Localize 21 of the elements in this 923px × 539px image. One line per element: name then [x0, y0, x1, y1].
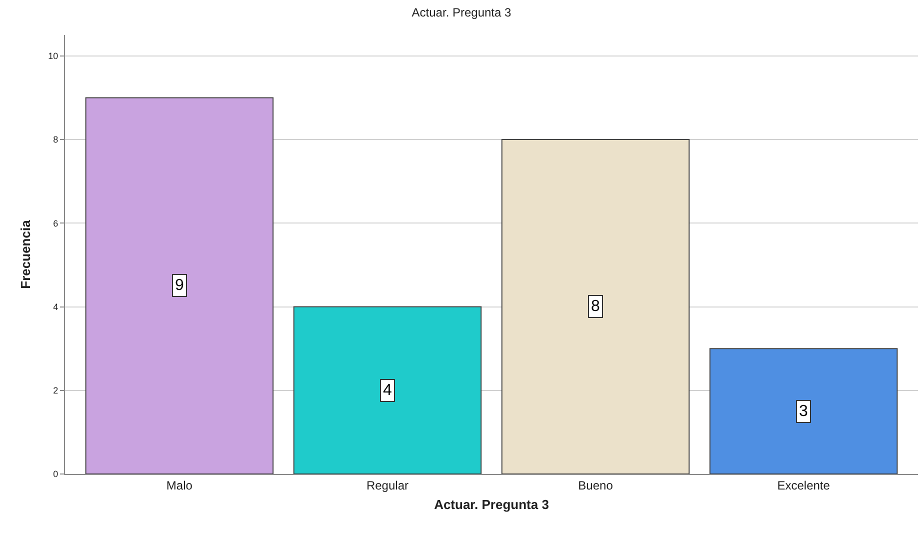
data-label: 8 [591, 298, 600, 315]
bar [85, 97, 274, 474]
chart-title: Actuar. Pregunta 3 [412, 5, 512, 20]
y-tick-label: 6 [53, 218, 58, 228]
y-axis-title: Frecuencia [18, 219, 34, 289]
bar [709, 348, 898, 474]
bar [293, 306, 482, 474]
y-tick-label: 8 [53, 134, 58, 145]
x-tick-label: Malo [166, 478, 193, 492]
y-tick-label: 4 [53, 302, 58, 312]
x-axis-title: Actuar. Pregunta 3 [434, 497, 549, 512]
bar [501, 139, 690, 474]
data-label: 4 [383, 382, 392, 399]
y-tick-label: 0 [53, 469, 58, 480]
y-tick-label: 10 [48, 51, 58, 62]
y-tick-label: 2 [53, 386, 58, 396]
x-tick-label: Regular [366, 478, 408, 492]
data-label: 3 [799, 403, 808, 420]
data-label: 9 [175, 277, 184, 294]
x-tick-label: Excelente [777, 478, 830, 492]
x-tick-label: Bueno [578, 478, 614, 492]
